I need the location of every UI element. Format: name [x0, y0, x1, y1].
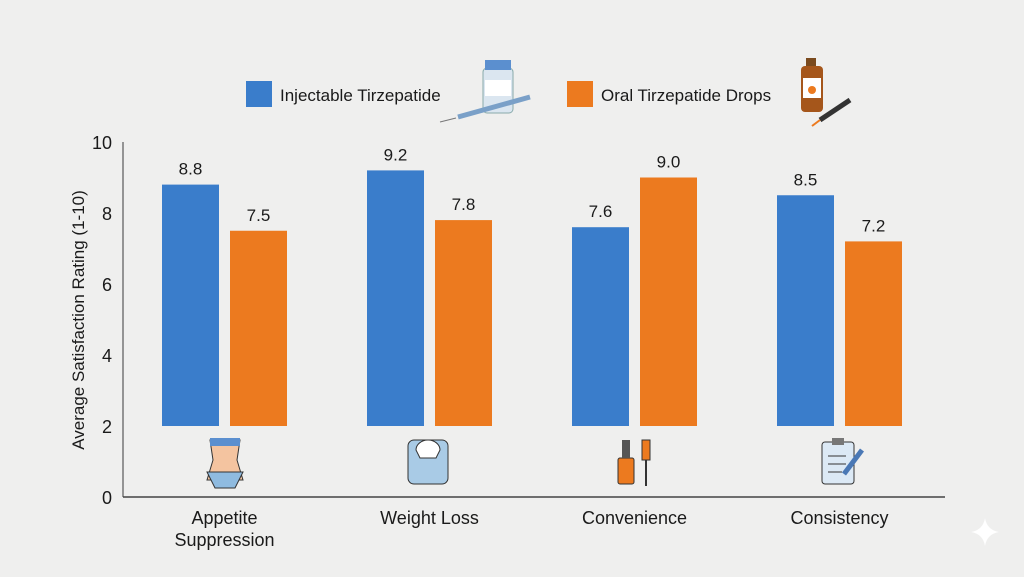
- y-tick-label: 10: [92, 133, 112, 153]
- bar-oral: [640, 177, 697, 426]
- bar-oral: [230, 230, 287, 426]
- data-label: 7.8: [452, 195, 476, 214]
- x-tick-label: Appetite: [191, 508, 257, 528]
- bathroom-scale-icon: [407, 439, 449, 485]
- x-tick-label: Suppression: [174, 530, 274, 550]
- legend-swatch-oral: [567, 81, 593, 107]
- y-tick-label: 2: [102, 417, 112, 437]
- bars: 8.8 7.5 9.2 7.8 7.6 9.0 8.5 7.2: [162, 145, 902, 426]
- sparkle-icon: [971, 518, 999, 546]
- data-label: 8.8: [179, 160, 203, 179]
- y-ticks: 0 2 4 6 8 10: [92, 133, 112, 508]
- y-tick-label: 4: [102, 346, 112, 366]
- data-label: 9.0: [657, 153, 681, 172]
- x-tick-label: Weight Loss: [380, 508, 479, 528]
- legend-swatch-injectable: [246, 81, 272, 107]
- y-axis-label: Average Satisfaction Rating (1-10): [69, 190, 88, 450]
- bar-injectable: [572, 227, 629, 426]
- vial-syringe-icon: [439, 60, 531, 123]
- clipboard-pencil-icon: [821, 438, 864, 485]
- y-tick-label: 6: [102, 275, 112, 295]
- data-label: 9.2: [384, 145, 408, 164]
- y-tick-label: 0: [102, 488, 112, 508]
- data-label: 7.5: [247, 206, 271, 225]
- dropper-bottle-icon: [801, 58, 852, 127]
- y-tick-label: 8: [102, 204, 112, 224]
- data-label: 7.6: [589, 202, 613, 221]
- data-label: 7.2: [862, 216, 886, 235]
- bar-injectable: [367, 170, 424, 426]
- legend-label-injectable: Injectable Tirzepatide: [280, 86, 441, 105]
- bar-oral: [435, 220, 492, 426]
- bar-injectable: [162, 184, 219, 426]
- waist-measure-icon: [206, 438, 244, 489]
- dropper-bottles-icon: [617, 439, 651, 486]
- legend: Injectable Tirzepatide Oral Tirzepatide …: [246, 58, 852, 127]
- category-icons: [206, 438, 864, 489]
- bar-oral: [845, 241, 902, 426]
- x-tick-label: Consistency: [790, 508, 888, 528]
- bar-injectable: [777, 195, 834, 426]
- data-label: 8.5: [794, 170, 818, 189]
- x-tick-label: Convenience: [582, 508, 687, 528]
- legend-label-oral: Oral Tirzepatide Drops: [601, 86, 771, 105]
